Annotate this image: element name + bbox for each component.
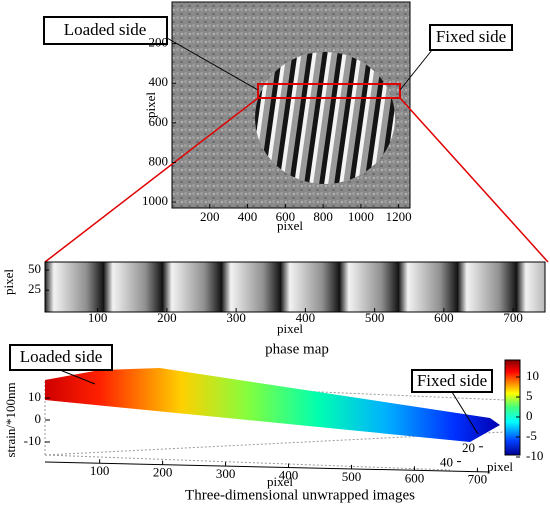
annotation: Loaded side [20, 347, 103, 366]
x-tick-label: 100 [88, 310, 108, 325]
colorbar-tick-label: 5 [526, 388, 533, 403]
x-tick-label: 1200 [386, 209, 412, 224]
zoom-line [44, 97, 259, 263]
fringes [255, 52, 395, 184]
x-tick-label: 700 [503, 310, 523, 325]
image-frame [171, 1, 411, 209]
x-tick-label: 300 [216, 466, 236, 481]
pointer [399, 49, 433, 91]
x-tick-label: 800 [313, 209, 333, 224]
x-tick-label: 600 [276, 209, 296, 224]
pointer [59, 369, 96, 385]
z-tick-label: 0 [35, 411, 42, 426]
x-tick-label: 200 [200, 209, 220, 224]
x-tick-label: 600 [405, 470, 425, 485]
y-tick-label: 400 [149, 74, 169, 89]
annotation: Loaded side [64, 20, 147, 39]
pointer [166, 37, 259, 91]
y-axis-label: pixel [143, 92, 158, 118]
z-axis-label: strain/*100nm [3, 382, 18, 457]
zoom-line [399, 97, 549, 263]
y-tick-label: 20 [462, 440, 475, 455]
phase-map [44, 261, 546, 313]
y-tick-label: 40 [440, 455, 453, 470]
caption: phase map [265, 341, 329, 357]
x-tick-label: 500 [365, 310, 385, 325]
colorbar-tick-label: 10 [526, 368, 539, 383]
colorbar [504, 359, 521, 456]
annotation-box [429, 24, 513, 51]
annotation: Fixed side [436, 27, 506, 46]
z-tick-label: 10 [28, 389, 41, 404]
x-tick-label: 200 [153, 465, 173, 480]
x-tick-label: 600 [434, 310, 454, 325]
x-tick-label: 700 [468, 472, 488, 487]
y-axis-label: pixel [487, 459, 513, 474]
x-tick-label: 1000 [348, 209, 374, 224]
x-axis-label: pixel [267, 474, 293, 489]
x-tick-label: 200 [157, 310, 177, 325]
x-axis-label: pixel [277, 321, 303, 336]
y-tick-label: 50 [28, 261, 41, 276]
y-tick-label: 1000 [142, 193, 168, 208]
pointer [451, 391, 479, 435]
annotation-box [43, 16, 168, 45]
x-tick-label: 400 [238, 209, 258, 224]
x-axis [44, 461, 491, 473]
x-tick-label: 300 [226, 310, 246, 325]
y-tick-label: 200 [149, 35, 169, 50]
x-axis-label: pixel [277, 218, 303, 233]
colorbar-tick-label: 0 [526, 408, 533, 423]
x-tick-label: 400 [296, 310, 316, 325]
colorbar-tick-label: -5 [526, 428, 537, 443]
x-tick-label: 400 [279, 467, 299, 482]
caption: Three-dimensional unwrapped images [185, 487, 415, 503]
z-tick-label: -10 [24, 433, 41, 448]
y-tick-label: 600 [149, 114, 169, 129]
surface [45, 368, 500, 442]
y-axis-label: pixel [1, 269, 16, 295]
annotation: Fixed side [417, 371, 487, 390]
y-tick-label: 25 [28, 281, 41, 296]
colorbar-tick-label: -10 [526, 448, 543, 463]
x-tick-label: 100 [90, 463, 110, 478]
annotation-box [9, 344, 113, 371]
zoom-box [257, 83, 401, 99]
y-tick-label: 800 [149, 153, 169, 168]
x-tick-label: 500 [342, 469, 362, 484]
